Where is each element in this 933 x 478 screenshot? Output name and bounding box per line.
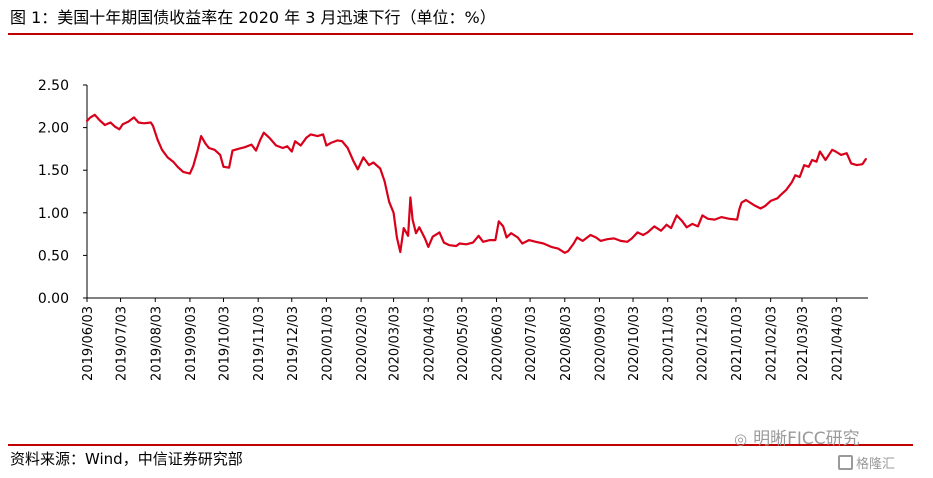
x-tick-label: 2020/08/03 xyxy=(559,306,574,381)
y-tick-label: 2.50 xyxy=(38,78,69,94)
y-tick-label: 1.50 xyxy=(38,163,69,179)
series-line xyxy=(85,113,867,254)
x-tick-label: 2020/04/03 xyxy=(422,306,437,381)
source-note: 资料来源：Wind，中信证券研究部 xyxy=(10,450,243,468)
x-tick-label: 2020/10/03 xyxy=(627,306,642,381)
figure-title: 图 1：美国十年期国债收益率在 2020 年 3 月迅速下行（单位：%） xyxy=(10,8,496,27)
x-tick-label: 2019/06/03 xyxy=(81,306,96,381)
series-layer xyxy=(85,113,867,254)
x-tick-label: 2020/07/03 xyxy=(524,306,539,381)
x-tick-label: 2021/01/03 xyxy=(730,306,745,381)
x-axis: 2019/06/03 2019/07/03 2019/08/03 2019/09/03… xyxy=(81,297,868,381)
x-tick-label: 2020/12/03 xyxy=(695,306,710,381)
x-tick-label: 2020/01/03 xyxy=(320,306,335,381)
y-tick-label: 1.00 xyxy=(38,206,69,222)
x-tick-label: 2020/09/03 xyxy=(593,306,608,381)
x-tick-label: 2019/11/03 xyxy=(252,306,267,381)
y-tick-label: 2.00 xyxy=(38,121,69,137)
watermark-account: ◎ 明晰FICC研究 xyxy=(734,424,860,449)
y-tick-label: 0.00 xyxy=(38,291,69,307)
watermark-account-text: 明晰FICC研究 xyxy=(753,429,860,449)
x-tick-label: 2019/07/03 xyxy=(115,306,130,381)
platform-logo-icon xyxy=(838,455,853,470)
watermark-platform-text: 格隆汇 xyxy=(856,457,896,472)
x-tick-label: 2020/05/03 xyxy=(456,306,471,381)
x-tick-label: 2021/02/03 xyxy=(765,306,780,381)
bottom-rule xyxy=(8,444,913,446)
x-tick-label: 2020/03/03 xyxy=(388,306,403,381)
y-axis: 0.00 0.50 1.00 1.50 2.00 2.50 xyxy=(38,78,88,307)
x-tick-label: 2020/02/03 xyxy=(355,306,370,381)
top-rule xyxy=(8,33,913,35)
x-tick-label: 2019/12/03 xyxy=(286,306,301,381)
x-tick-label: 2020/11/03 xyxy=(662,306,677,381)
wechat-icon: ◎ xyxy=(734,430,748,448)
x-tick-label: 2020/06/03 xyxy=(491,306,506,381)
x-tick-label: 2019/09/03 xyxy=(184,306,199,381)
x-tick-label: 2019/10/03 xyxy=(218,306,233,381)
x-tick-label: 2021/03/03 xyxy=(796,306,811,381)
watermark-platform: 格隆汇 xyxy=(838,453,895,472)
x-tick-label: 2021/04/03 xyxy=(831,306,846,381)
x-tick-label: 2019/08/03 xyxy=(149,306,164,381)
y-tick-label: 0.50 xyxy=(38,248,69,264)
